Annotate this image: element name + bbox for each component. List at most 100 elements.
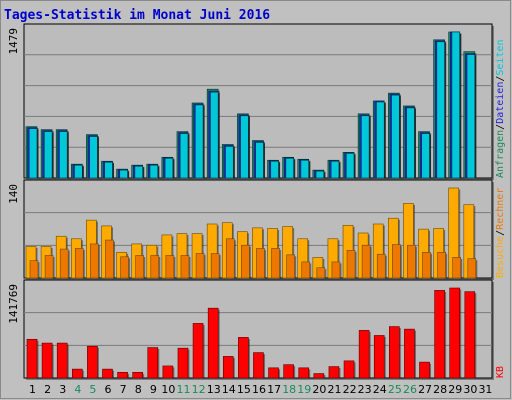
visits-panel: 140: [7, 179, 494, 280]
hosts-bar: [346, 250, 356, 279]
kb-bar: [464, 291, 476, 379]
kb-bar: [389, 326, 400, 379]
kb-bar: [419, 361, 430, 379]
x-axis-labels: 1 2 3 4 5 6 7 8 9 10 11 12 13 14 15 16 17 18 19 20 21 22 23 24 2…: [29, 383, 492, 396]
kb-bar: [147, 347, 159, 379]
x-tick-label: 1: [29, 383, 36, 396]
x-tick-label: 16: [252, 383, 266, 396]
hosts-bar: [392, 244, 401, 279]
hosts-bar: [120, 256, 129, 279]
pages-bar: [240, 115, 249, 179]
legend-separator: /: [495, 76, 506, 82]
kb-bar: [358, 330, 370, 379]
traffic-panel: 141769: [7, 279, 494, 380]
hosts-bar: [316, 267, 326, 279]
legend-separator: /: [495, 230, 506, 236]
pages-bar: [134, 165, 143, 179]
x-tick-label: 14: [222, 383, 236, 396]
pages-bar: [421, 133, 430, 179]
pages-bar: [104, 161, 113, 179]
kb-bar: [222, 356, 234, 379]
x-tick-label: 28: [433, 383, 447, 396]
hosts-bar: [210, 253, 220, 279]
kb-bar: [192, 323, 204, 379]
hosts-bar: [286, 254, 295, 279]
legend-item: Besuche: [495, 236, 506, 278]
legend-item: Anfragen: [495, 130, 506, 178]
hosts-bar: [407, 244, 416, 279]
kb-bar: [404, 328, 415, 379]
pages-bar: [59, 131, 68, 179]
x-tick-label: 26: [403, 383, 417, 396]
kb-bar: [253, 352, 264, 379]
x-tick-label: 24: [373, 383, 387, 396]
hosts-bar: [225, 238, 235, 279]
pages-bar: [74, 164, 83, 179]
hosts-bar: [452, 257, 462, 279]
pages-bar: [179, 133, 189, 179]
legend-item: Rechner: [495, 188, 506, 230]
hosts-bar: [437, 251, 446, 279]
x-tick-label: 6: [105, 383, 112, 396]
hosts-bar: [361, 244, 371, 279]
x-tick-label: 2: [44, 383, 51, 396]
pages-bar: [345, 153, 355, 179]
hosts-bar: [105, 239, 114, 279]
kb-bar: [298, 367, 310, 379]
x-tick-label: 27: [418, 383, 432, 396]
pages-bar: [406, 107, 415, 179]
x-tick-label: 8: [135, 383, 142, 396]
kb-bar: [313, 373, 325, 379]
x-tick-label: 29: [448, 383, 462, 396]
x-tick-label: 12: [192, 383, 206, 396]
x-tick-label: 18: [282, 383, 296, 396]
x-tick-label: 17: [267, 383, 281, 396]
legend-item: Dateien: [495, 82, 506, 124]
x-tick-label: 31: [478, 383, 492, 396]
hosts-bar: [90, 243, 99, 279]
pages-bar: [194, 104, 204, 179]
hosts-bar: [331, 261, 341, 279]
x-tick-label: 19: [297, 383, 311, 396]
pages-bar: [376, 101, 385, 179]
hosts-bar: [150, 255, 160, 279]
hosts-bar: [422, 251, 431, 279]
pages-bar: [119, 169, 128, 179]
hosts-bar: [29, 260, 39, 279]
hosts-bar: [74, 248, 84, 279]
chart-title: Tages-Statistik im Monat Juni 2016: [4, 8, 270, 23]
x-tick-label: 5: [89, 383, 96, 396]
pages-bar: [451, 31, 461, 179]
hosts-bar: [165, 255, 175, 279]
pages-bar: [164, 157, 174, 179]
pages-bar: [28, 128, 38, 179]
kb-bar: [177, 347, 189, 379]
pages-bar: [285, 157, 294, 179]
hosts-bar: [241, 244, 250, 279]
kb-bar: [56, 342, 68, 379]
pages-bar: [225, 146, 234, 179]
pages-bar: [300, 159, 310, 179]
pages-bar: [255, 142, 264, 179]
pages-bar: [466, 54, 476, 179]
pages-bar: [89, 136, 98, 179]
pages-bar: [315, 170, 325, 179]
kb-bar: [373, 335, 385, 379]
pages-bar: [436, 41, 445, 179]
x-tick-label: 25: [388, 383, 402, 396]
kb-bar: [328, 366, 340, 379]
y-max-label: 1479: [7, 28, 20, 55]
x-tick-label: 10: [161, 383, 175, 396]
pages-bar: [149, 164, 159, 179]
hosts-bar: [44, 255, 54, 279]
x-tick-label: 4: [74, 383, 81, 396]
x-tick-label: 7: [120, 383, 127, 396]
kb-bar: [26, 338, 38, 379]
kb-bar: [117, 371, 128, 379]
hosts-bar: [256, 248, 265, 279]
kb-bar: [434, 290, 445, 379]
x-tick-label: 15: [237, 383, 251, 396]
kb-bar: [343, 360, 355, 379]
